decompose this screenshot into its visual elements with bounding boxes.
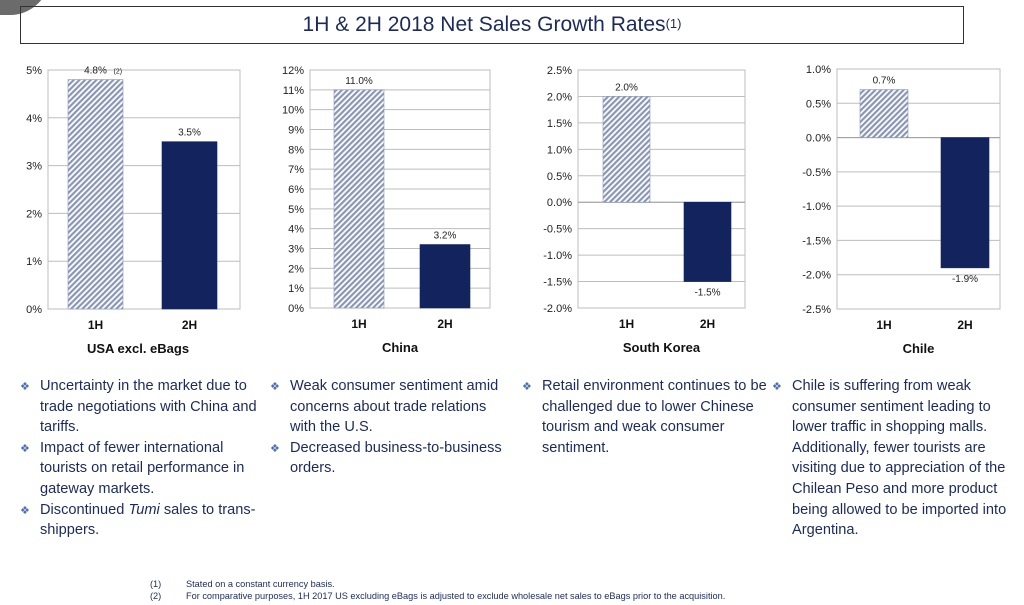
y-tick-label: -0.5% xyxy=(802,167,831,179)
x-tick-label: 1H xyxy=(88,318,103,332)
diamond-bullet-icon: ❖ xyxy=(20,442,30,455)
bullets-usa: ❖ Uncertainty in the market due to trade … xyxy=(20,376,265,541)
bar-2h xyxy=(683,201,732,282)
bullet-item: ❖ Retail environment continues to be chal… xyxy=(522,378,767,456)
diamond-bullet-icon: ❖ xyxy=(522,381,532,393)
y-tick-label: -0.5% xyxy=(543,224,572,236)
x-tick-label: 2H xyxy=(700,317,715,331)
bar-2h xyxy=(419,244,471,309)
y-tick-label: -1.5% xyxy=(802,235,831,247)
chart-china: 0% 1% 2% 3% 4% 5% 6% 7% 8% 9% 10% 11% 12% 11.0% 1H 3.2%… xyxy=(250,56,500,365)
y-tick-label: -1.5% xyxy=(543,277,572,289)
y-tick-label: -2.0% xyxy=(802,270,831,282)
y-tick-label: 12% xyxy=(282,65,304,77)
bar-1h xyxy=(333,89,385,309)
chart-title: South Korea xyxy=(623,340,701,355)
bullet-item: ❖ Discontinued Tumi sales to trans-shippe… xyxy=(20,501,256,539)
data-label: 0.7% xyxy=(873,76,896,87)
y-tick-label: 3% xyxy=(26,161,42,173)
x-tick-label: 1H xyxy=(876,318,891,332)
bar-1h xyxy=(602,96,651,203)
y-tick-label: 0.5% xyxy=(806,98,831,110)
y-tick-label: 9% xyxy=(288,125,304,137)
chart-chile: 1.0% 0.5% 0.0% -0.5% -1.0% -1.5% -2.0% -2.5% 0.7… xyxy=(755,56,1010,365)
data-label: 3.5% xyxy=(178,128,201,139)
data-label: 2.0% xyxy=(615,82,638,93)
y-tick-label: 0.5% xyxy=(547,171,572,183)
chart-title: USA excl. eBags xyxy=(87,341,189,356)
footnote: (2) For comparative purposes, 1H 2017 US … xyxy=(150,591,726,601)
y-tick-label: 0% xyxy=(26,304,42,316)
y-tick-label: 0.0% xyxy=(547,197,572,209)
y-tick-label: -2.0% xyxy=(543,303,572,315)
y-tick-label: 0.0% xyxy=(806,133,831,145)
bullets-china: ❖ Weak consumer sentiment amid concerns a… xyxy=(270,376,510,479)
bullet-item: ❖ Chile is suffering from weak consumer s… xyxy=(772,378,1007,539)
y-tick-label: 6% xyxy=(288,184,304,196)
x-tick-label: 1H xyxy=(619,317,634,331)
y-tick-label: 4% xyxy=(26,113,42,125)
diamond-bullet-icon: ❖ xyxy=(20,504,30,517)
data-label: 4.8% xyxy=(84,66,107,77)
bullet-item: ❖ Impact of fewer international tourists … xyxy=(20,439,245,497)
y-tick-label: -1.0% xyxy=(802,201,831,213)
chart-south-korea: 2.5% 2.0% 1.5% 1.0% 0.5% 0.0% -0.5% -1.0% -1.5% -… xyxy=(500,56,755,365)
data-label: -1.5% xyxy=(694,288,720,299)
y-tick-label: 2.0% xyxy=(547,91,572,103)
y-tick-label: 3% xyxy=(288,244,304,256)
y-tick-label: -2.5% xyxy=(802,304,831,316)
data-label-note: (2) xyxy=(114,69,123,76)
y-tick-label: 11% xyxy=(283,85,304,97)
bullets-chile: ❖ Chile is suffering from weak consumer s… xyxy=(772,376,1012,541)
bar-2h xyxy=(161,141,218,310)
y-tick-label: 1% xyxy=(288,283,304,295)
bar-2h xyxy=(940,137,990,269)
page-title-text: 1H & 2H 2018 Net Sales Growth Rates xyxy=(302,13,666,36)
footnotes: (1) Stated on a constant currency basis. … xyxy=(150,578,725,602)
bullet-item: ❖ Decreased business-to-business orders. xyxy=(270,439,502,477)
y-tick-label: 2.5% xyxy=(547,65,572,77)
y-tick-label: 2% xyxy=(288,263,304,275)
x-tick-label: 2H xyxy=(437,317,452,331)
x-tick-label: 2H xyxy=(957,318,972,332)
footnote: (1) Stated on a constant currency basis. xyxy=(150,579,335,589)
data-label: 3.2% xyxy=(434,231,457,242)
y-tick-label: 1.0% xyxy=(547,144,572,156)
y-tick-label: -1.0% xyxy=(543,250,572,262)
y-tick-label: 7% xyxy=(288,164,304,176)
diamond-bullet-icon: ❖ xyxy=(772,381,782,393)
data-label: 11.0% xyxy=(345,76,373,87)
y-tick-label: 1.5% xyxy=(547,118,572,130)
chart-usa: 0% 1% 2% 3% 4% 5% 4.8% (2) 1H 3.5% 2H USA excl. eBa… xyxy=(0,56,250,365)
data-label: -1.9% xyxy=(952,274,978,285)
y-tick-label: 0% xyxy=(288,303,304,315)
y-tick-label: 1% xyxy=(26,256,42,268)
y-tick-label: 10% xyxy=(282,105,304,117)
y-tick-label: 2% xyxy=(26,208,42,220)
y-tick-label: 8% xyxy=(288,144,304,156)
diamond-bullet-icon: ❖ xyxy=(270,442,280,455)
bullet-item: ❖ Weak consumer sentiment amid concerns a… xyxy=(270,378,499,436)
y-tick-label: 1.0% xyxy=(806,64,831,76)
page-title: 1H & 2H 2018 Net Sales Growth Rates (1) xyxy=(20,6,964,44)
bullets-south-korea: ❖ Retail environment continues to be chal… xyxy=(522,376,767,458)
bullet-item: ❖ Uncertainty in the market due to trade … xyxy=(20,378,257,436)
x-tick-label: 2H xyxy=(182,318,197,332)
bar-1h xyxy=(67,79,124,310)
x-tick-label: 1H xyxy=(351,317,366,331)
bar-1h xyxy=(859,89,909,138)
chart-title: China xyxy=(382,340,419,355)
diamond-bullet-icon: ❖ xyxy=(270,381,280,393)
y-tick-label: 5% xyxy=(288,204,304,216)
diamond-bullet-icon: ❖ xyxy=(20,381,30,393)
y-tick-label: 4% xyxy=(288,224,304,236)
chart-title: Chile xyxy=(903,341,935,356)
page-title-superscript: (1) xyxy=(665,15,682,31)
y-tick-label: 5% xyxy=(26,65,42,77)
